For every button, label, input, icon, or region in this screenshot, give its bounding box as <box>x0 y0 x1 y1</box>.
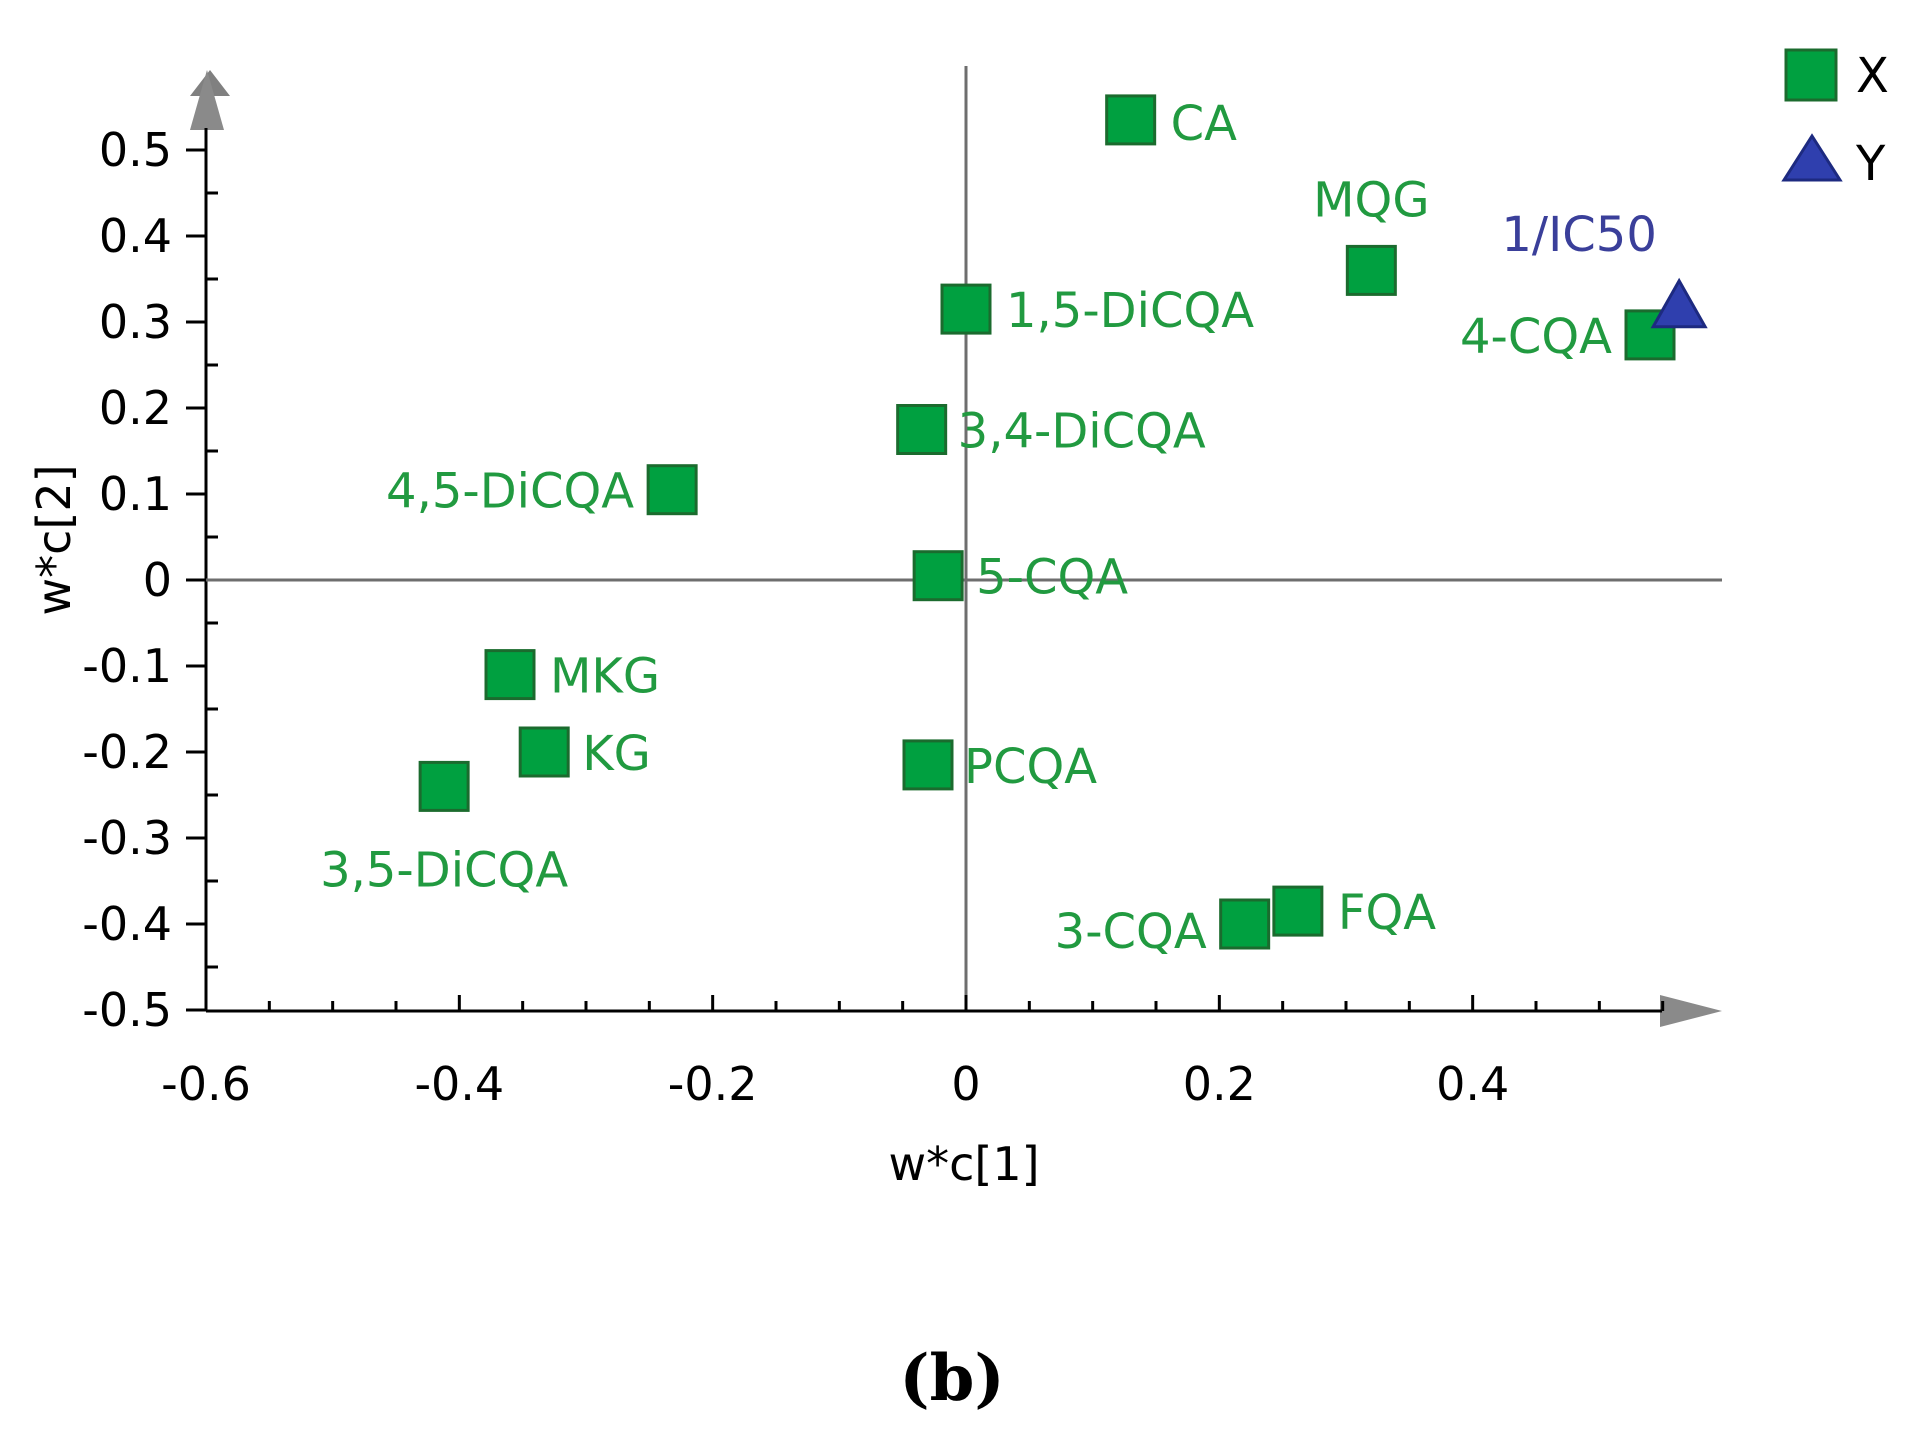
x-tick-label: -0.2 <box>668 1057 758 1111</box>
figure-caption: (b) <box>899 1341 1004 1416</box>
y-tick-label: -0.5 <box>82 983 172 1037</box>
point-ca <box>1107 96 1155 144</box>
point-1-5-dicqa <box>942 285 990 333</box>
x-axis-title: w*c[1] <box>888 1137 1039 1191</box>
y-tick-label: -0.3 <box>82 811 172 865</box>
point-mkg <box>486 651 534 699</box>
x-tick-label: 0.4 <box>1436 1057 1509 1111</box>
label-kg: KG <box>582 726 651 782</box>
point-4-5-dicqa <box>648 466 696 514</box>
x-tick-labels: -0.6 -0.4 -0.2 0 0.2 0.4 <box>161 1057 1509 1111</box>
y-axis-title: w*c[2] <box>27 464 81 615</box>
y-tick-label: 0.4 <box>99 209 172 263</box>
point-kg <box>520 728 568 776</box>
point-labels: CA MQG 4-CQA 1,5-DiCQA 3,4-DiCQA 4,5-DiCQA 5-C… <box>320 96 1657 960</box>
y-tick-label: -0.2 <box>82 725 172 779</box>
point-3-cqa <box>1221 900 1269 948</box>
y-tick-label: 0 <box>143 553 172 607</box>
x-tick-label: -0.6 <box>161 1057 251 1111</box>
y-tick-label: 0.3 <box>99 295 172 349</box>
label-3-5-dicqa: 3,5-DiCQA <box>320 842 568 898</box>
x-tick-label: -0.4 <box>414 1057 504 1111</box>
y-tick-label: 0.5 <box>99 123 172 177</box>
label-mkg: MKG <box>550 649 660 705</box>
point-3-5-dicqa <box>420 762 468 810</box>
label-1-ic50: 1/IC50 <box>1501 207 1656 263</box>
label-5-cqa: 5-CQA <box>976 550 1128 606</box>
y-tick-label: -0.4 <box>82 897 172 951</box>
point-mqg <box>1347 246 1395 294</box>
point-3-4-dicqa <box>898 406 946 454</box>
label-4-cqa: 4-CQA <box>1460 309 1612 365</box>
x-tick-label: 0.2 <box>1183 1057 1256 1111</box>
label-3-cqa: 3-CQA <box>1055 904 1207 960</box>
x-axis-arrowhead <box>1660 995 1722 1027</box>
label-1-5-dicqa: 1,5-DiCQA <box>1006 283 1254 339</box>
y-tick-labels: 0.5 0.4 0.3 0.2 0.1 0 -0.1 -0.2 -0.3 -0.4 -0.5 <box>82 123 172 1037</box>
label-3-4-dicqa: 3,4-DiCQA <box>958 404 1206 460</box>
y-tick-label: 0.2 <box>99 381 172 435</box>
legend-y-label: Y <box>1855 136 1886 192</box>
legend-x-label: X <box>1856 48 1889 104</box>
legend-y-triangle <box>1784 136 1840 180</box>
point-pcqa <box>904 741 952 789</box>
x-tick-label: 0 <box>951 1057 980 1111</box>
point-5-cqa <box>914 552 962 600</box>
y-axis-arrowhead <box>190 70 224 130</box>
point-fqa <box>1274 887 1322 935</box>
label-fqa: FQA <box>1338 885 1436 941</box>
legend: X Y <box>1784 48 1889 192</box>
plsr-loading-plot: -0.6 -0.4 -0.2 0 0.2 0.4 0.5 0.4 0.3 0.2 0.1 0 -0.1… <box>0 0 1908 1437</box>
point-1-ic50 <box>1653 281 1705 327</box>
label-mqg: MQG <box>1313 172 1429 228</box>
label-4-5-dicqa: 4,5-DiCQA <box>386 464 634 520</box>
y-tick-label: 0.1 <box>99 467 172 521</box>
legend-x-square <box>1786 50 1836 100</box>
label-pcqa: PCQA <box>964 739 1097 795</box>
y-tick-label: -0.1 <box>82 639 172 693</box>
label-ca: CA <box>1171 96 1238 152</box>
